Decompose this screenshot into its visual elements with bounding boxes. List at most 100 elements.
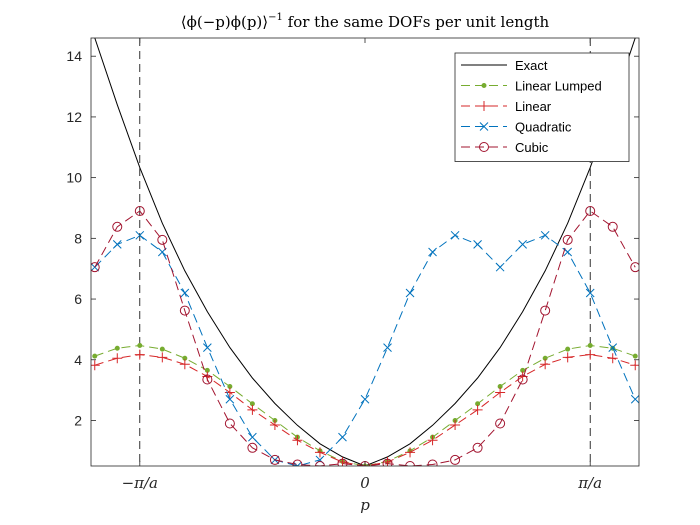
- data-point-cubic-1: [91, 262, 100, 273]
- y-tick-label-12: 12: [66, 109, 82, 125]
- data-point-cubic-4: [157, 234, 168, 245]
- chart-title: ⟨ϕ(−p)ϕ(p)⟩−1 for the same DOFs per unit…: [181, 12, 550, 31]
- y-tick-label-10: 10: [66, 170, 82, 186]
- data-point-linear-lumped-1: [92, 353, 98, 359]
- data-point-quadratic-5: [180, 288, 190, 298]
- data-point-linear-24: [607, 353, 618, 364]
- data-point-linear-17: [450, 420, 461, 431]
- data-point-cubic-12: [337, 458, 348, 466]
- data-point-cubic-23: [585, 206, 596, 217]
- data-point-cubic-16: [427, 459, 438, 466]
- series-group: [91, 38, 639, 466]
- data-point-linear-3: [134, 349, 145, 360]
- data-point-linear-lumped-3: [137, 342, 143, 348]
- data-point-linear-18: [472, 404, 483, 415]
- y-tick-label-6: 6: [74, 291, 82, 307]
- data-point-linear-5: [179, 359, 190, 370]
- title-rest: for the same DOFs per unit length: [283, 13, 550, 31]
- data-point-linear-4: [157, 352, 168, 363]
- data-point-cubic-20: [517, 374, 528, 385]
- data-point-linear-1: [91, 360, 100, 371]
- data-point-cubic-9: [269, 454, 280, 465]
- data-point-linear-19: [495, 387, 506, 398]
- legend-marker-linear-lumped: [481, 83, 487, 88]
- data-point-linear-25: [630, 360, 639, 371]
- data-point-quadratic-23: [585, 288, 595, 298]
- legend-label-cubic: Cubic: [515, 140, 549, 155]
- data-point-quadratic-12: [338, 432, 347, 442]
- data-point-linear-lumped-22: [565, 346, 571, 352]
- data-point-linear-23: [585, 349, 596, 360]
- x-axis-label: p: [360, 496, 370, 514]
- data-point-quadratic-16: [428, 247, 437, 257]
- data-point-cubic-18: [472, 442, 483, 453]
- legend-marker-cubic: [479, 142, 489, 152]
- data-point-quadratic-18: [473, 240, 482, 249]
- data-point-cubic-19: [495, 418, 506, 429]
- y-tick-label-14: 14: [66, 48, 82, 64]
- data-point-cubic-7: [224, 418, 235, 429]
- legend-marker-linear: [479, 101, 489, 111]
- data-point-cubic-14: [382, 458, 393, 466]
- data-point-quadratic-19: [495, 262, 505, 272]
- data-point-linear-22: [562, 352, 573, 363]
- legend-marker-quadratic: [479, 122, 489, 131]
- data-point-cubic-17: [450, 454, 461, 465]
- data-point-quadratic-2: [112, 240, 122, 249]
- series-quadratic: [91, 230, 639, 466]
- legend-label-exact: Exact: [515, 58, 548, 73]
- data-point-cubic-6: [202, 374, 213, 385]
- data-point-quadratic-17: [450, 230, 460, 240]
- series-clip-group: [91, 38, 639, 466]
- data-point-quadratic-20: [518, 240, 527, 249]
- data-point-cubic-3: [134, 206, 145, 217]
- data-point-quadratic-8: [248, 432, 257, 442]
- data-point-cubic-24: [607, 221, 618, 232]
- data-point-linear-10: [292, 435, 303, 446]
- legend: Exact Linear Lumped Linear Quadratic Cubic: [454, 52, 630, 162]
- data-point-cubic-22: [562, 234, 573, 245]
- data-point-quadratic-21: [540, 230, 550, 240]
- data-point-linear-11: [314, 447, 325, 458]
- data-point-linear-lumped-4: [159, 346, 165, 352]
- data-point-linear-9: [269, 420, 280, 431]
- x-tick-label-1: −π/a: [122, 474, 158, 492]
- data-point-linear-21: [540, 359, 551, 370]
- data-point-quadratic-24: [608, 343, 618, 352]
- legend-label-linear-lumped: Linear Lumped: [515, 79, 602, 94]
- data-point-quadratic-15: [405, 288, 415, 298]
- series-exact: [94, 38, 636, 466]
- series-cubic: [91, 206, 639, 466]
- data-point-linear-lumped-25: [632, 353, 638, 359]
- data-point-cubic-8: [247, 442, 258, 453]
- title-expression: ⟨ϕ(−p)ϕ(p)⟩: [181, 13, 268, 31]
- data-point-quadratic-3: [135, 230, 145, 240]
- data-point-quadratic-7: [225, 394, 235, 404]
- data-point-cubic-15: [405, 461, 416, 466]
- data-point-quadratic-6: [203, 343, 212, 352]
- data-point-quadratic-10: [293, 461, 302, 466]
- series-line-cubic: [94, 210, 636, 466]
- data-point-quadratic-14: [383, 343, 392, 352]
- data-point-linear-2: [112, 353, 123, 364]
- x-tick-label-3: π/a: [577, 474, 602, 492]
- data-point-linear-lumped-2: [114, 345, 120, 351]
- data-point-cubic-21: [540, 305, 551, 316]
- title-exponent: −1: [268, 12, 283, 23]
- data-point-linear-15: [405, 447, 416, 458]
- data-point-cubic-5: [179, 305, 190, 316]
- y-tick-label-2: 2: [74, 412, 82, 428]
- data-point-cubic-10: [292, 459, 303, 466]
- series-line-exact: [94, 38, 636, 466]
- data-point-cubic-11: [314, 461, 325, 466]
- axes-group: 2 4 6 8 10 12 14 −π/a 0 π/a: [66, 37, 640, 492]
- x-tick-label-2: 0: [360, 474, 370, 492]
- legend-label-quadratic: Quadratic: [515, 120, 572, 135]
- legend-label-linear: Linear: [515, 99, 552, 114]
- data-point-quadratic-25: [630, 394, 639, 404]
- data-point-quadratic-1: [91, 262, 100, 272]
- data-point-cubic-25: [630, 262, 639, 273]
- data-point-quadratic-13: [360, 394, 370, 404]
- data-point-cubic-2: [112, 221, 123, 232]
- data-point-linear-lumped-23: [587, 342, 593, 348]
